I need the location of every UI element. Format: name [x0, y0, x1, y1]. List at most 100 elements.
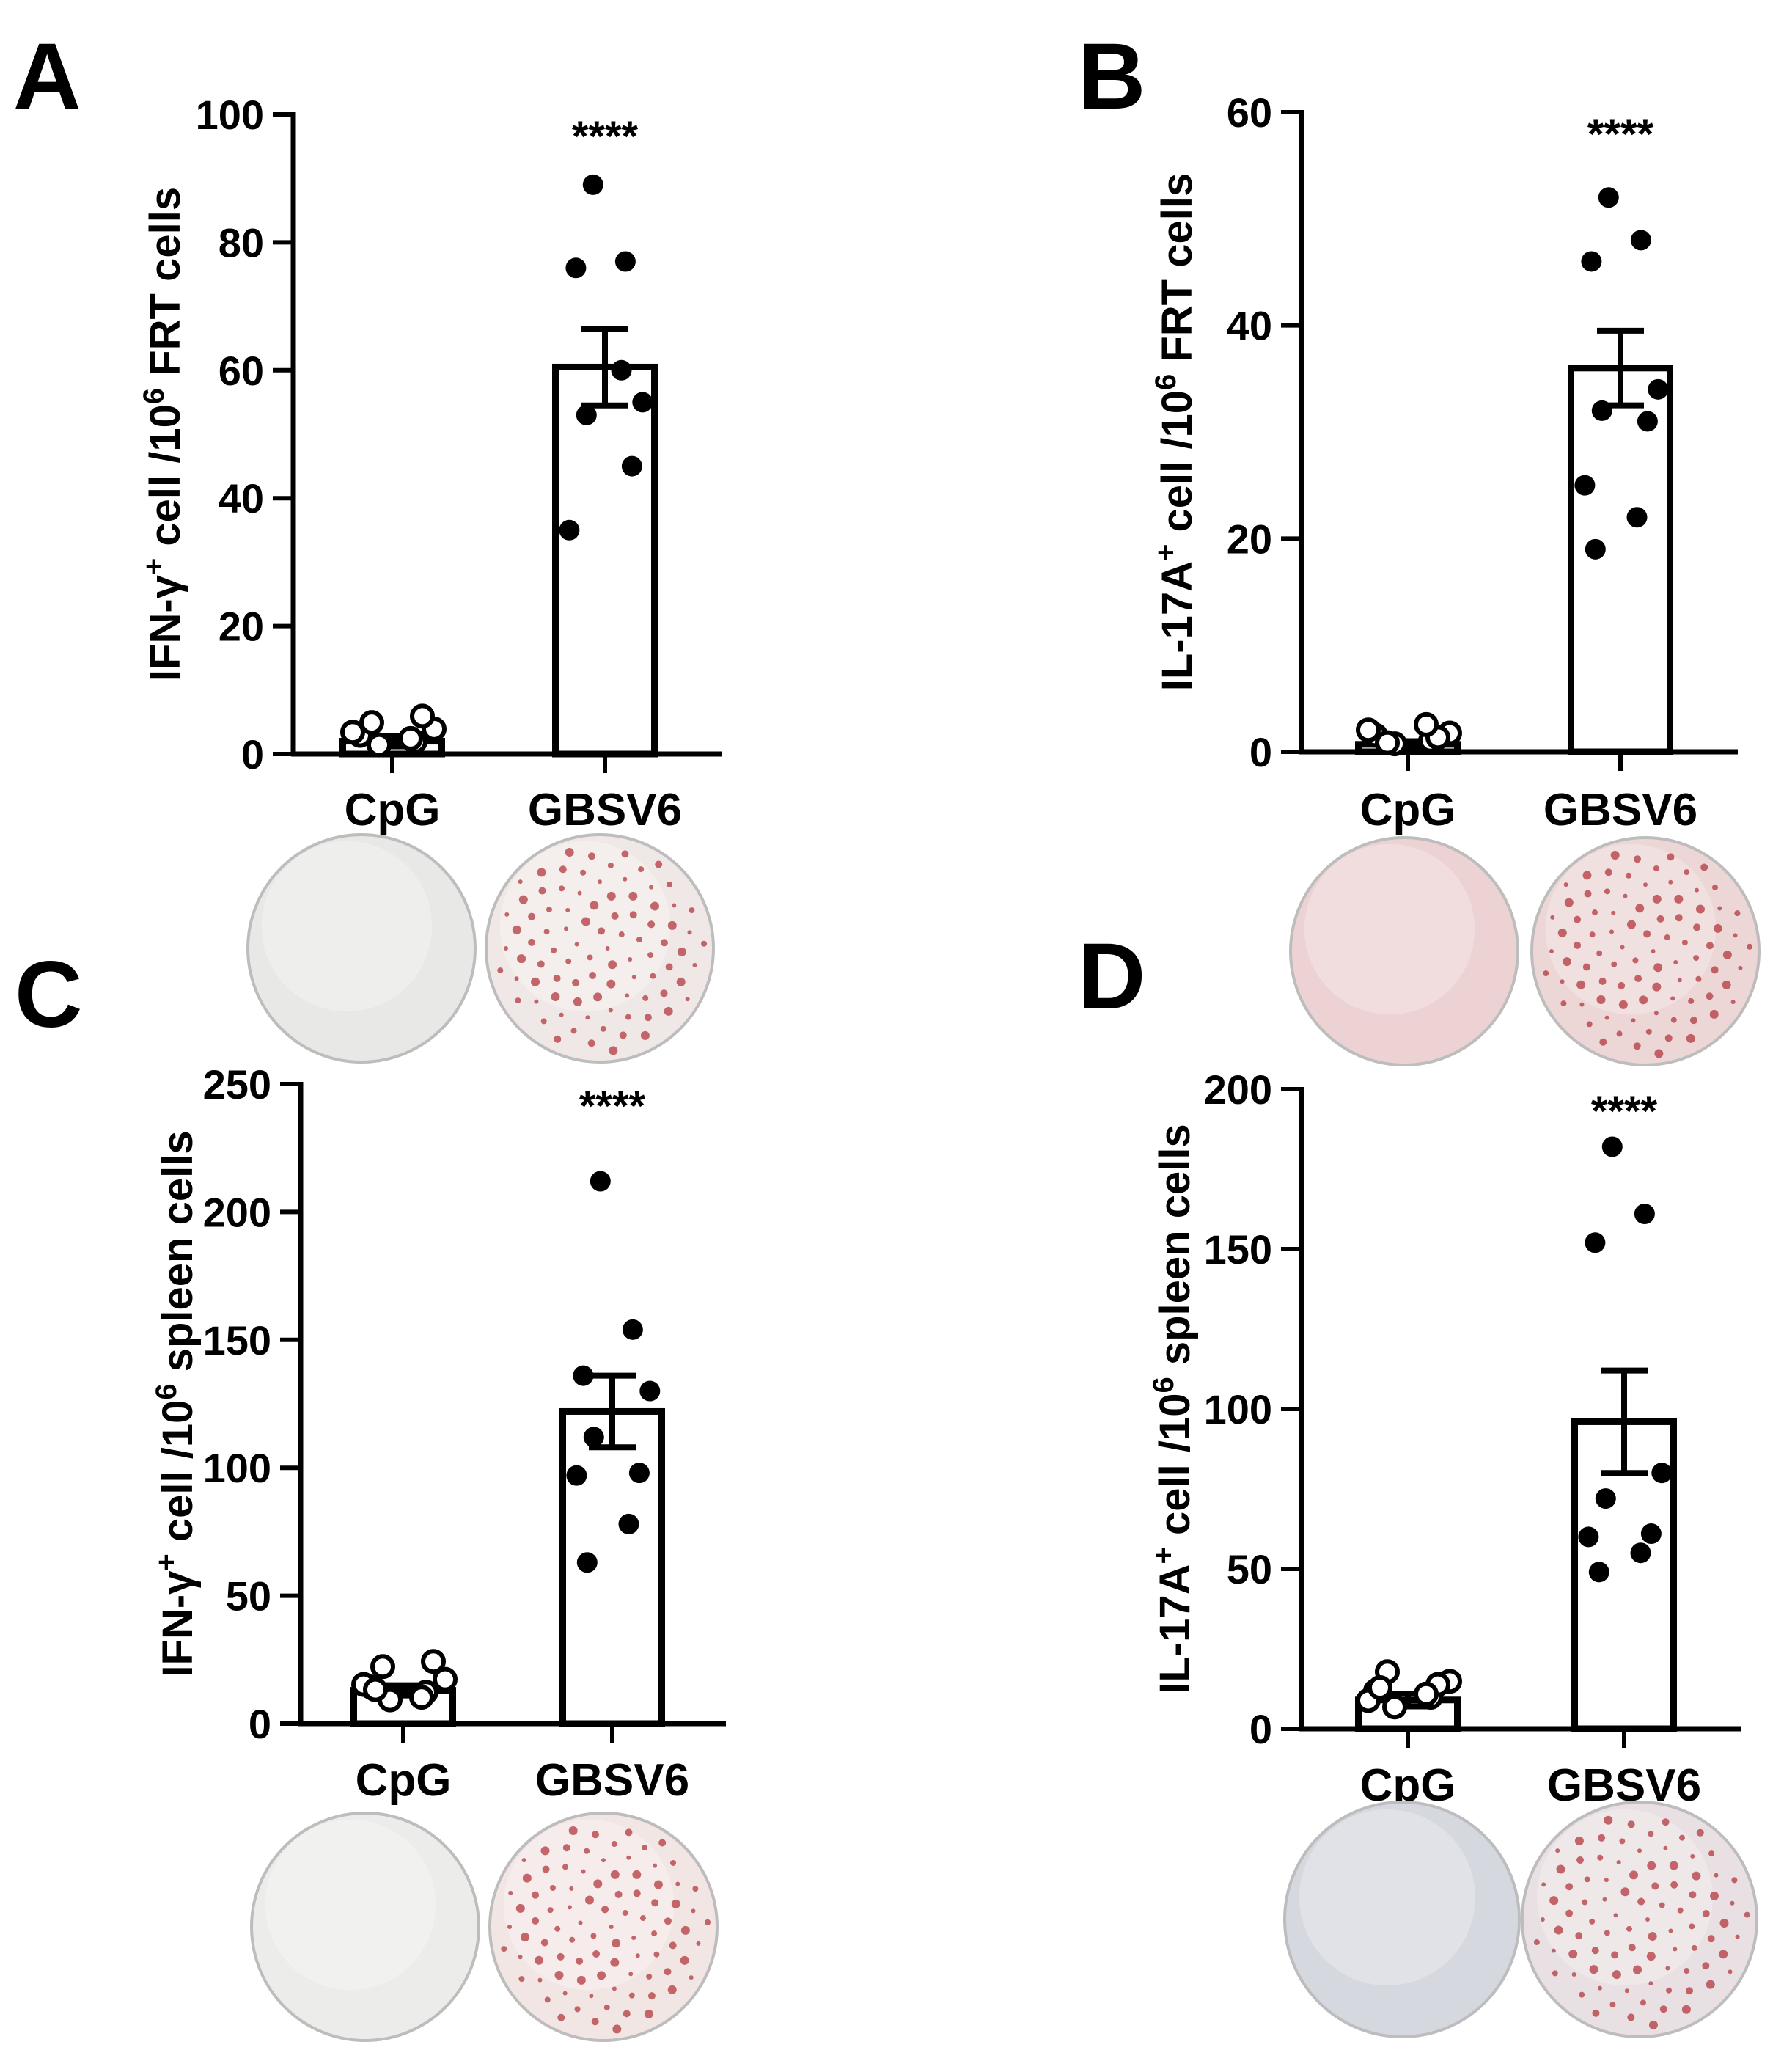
y-tick-label: 20 — [1227, 516, 1272, 562]
panel-letter: A — [13, 24, 81, 129]
spot — [557, 1952, 565, 1961]
data-point — [628, 1463, 650, 1484]
spot — [569, 1886, 574, 1891]
spot — [625, 1014, 631, 1020]
spot — [1620, 945, 1625, 950]
spot — [623, 2010, 631, 2018]
spot — [512, 925, 521, 934]
spot — [1592, 2009, 1600, 2017]
spot — [669, 1941, 677, 1950]
spot — [1666, 1987, 1673, 1994]
spot — [540, 1939, 548, 1947]
spot — [534, 999, 539, 1004]
spot — [1643, 882, 1648, 887]
data-point — [1585, 538, 1606, 560]
spot — [653, 1880, 663, 1889]
spot — [650, 901, 659, 911]
spot — [644, 1014, 652, 1022]
panel-a: A 0 20 40 60 80 100 IFN-γ+ cell /106 FRT cells C… — [13, 24, 722, 1064]
spot — [705, 1919, 711, 1925]
spot — [584, 1895, 594, 1905]
spot — [691, 1908, 696, 1914]
spot — [1589, 1965, 1598, 1974]
spot — [592, 1950, 601, 1958]
spot — [562, 1991, 568, 1996]
spot — [547, 1907, 554, 1914]
data-point — [1648, 378, 1669, 400]
spot — [544, 1996, 551, 2003]
spot — [514, 976, 519, 981]
spot — [1582, 1899, 1588, 1906]
spot — [1618, 981, 1626, 989]
spot — [612, 1986, 617, 1991]
spot — [1591, 909, 1598, 916]
spot — [689, 1975, 694, 1980]
spot — [1673, 959, 1678, 964]
spot — [1722, 950, 1732, 959]
spot — [601, 1906, 609, 1914]
spot — [1635, 904, 1645, 913]
spot — [660, 939, 668, 947]
spot — [647, 1992, 656, 2000]
y-tick-label: 100 — [196, 92, 264, 138]
spot — [1709, 1009, 1719, 1019]
spot — [680, 1955, 689, 1965]
data-point — [1640, 1523, 1662, 1545]
spot — [655, 860, 663, 868]
significance-marker: **** — [572, 113, 639, 161]
spot — [559, 1012, 564, 1017]
data-point — [363, 1677, 388, 1702]
spot — [1582, 871, 1592, 880]
spot — [1730, 1000, 1736, 1005]
spot — [1564, 898, 1574, 907]
data-point — [340, 720, 365, 745]
spot — [504, 912, 510, 917]
spot — [1591, 1947, 1599, 1955]
spot — [1684, 869, 1690, 876]
spot — [1675, 914, 1683, 922]
spot — [589, 972, 597, 980]
spot — [696, 1941, 701, 1946]
data-point — [639, 1380, 661, 1402]
spot — [565, 907, 570, 912]
data-point — [359, 710, 384, 736]
significance-marker: **** — [1591, 1088, 1658, 1135]
spot — [521, 1933, 530, 1942]
spot — [1645, 1028, 1652, 1035]
spot — [1584, 890, 1592, 898]
spot — [1626, 1925, 1632, 1932]
data-point — [1578, 1526, 1599, 1548]
spot — [658, 1839, 667, 1847]
spot — [1552, 1970, 1558, 1977]
spot — [581, 1869, 586, 1874]
y-tick-label: 200 — [1204, 1066, 1272, 1113]
spot — [1612, 1970, 1621, 1980]
spot — [1611, 910, 1616, 915]
spot — [1678, 1834, 1685, 1841]
spot — [1651, 1882, 1659, 1890]
spot — [631, 1935, 636, 1940]
y-tick-label: 0 — [241, 731, 264, 777]
y-tick-label: 0 — [1249, 729, 1272, 775]
spot — [1637, 1897, 1645, 1906]
spot — [1631, 1018, 1636, 1023]
spot — [1659, 2005, 1667, 2013]
data-point — [1591, 400, 1612, 421]
spot — [1597, 1854, 1604, 1861]
spot — [623, 876, 628, 882]
data-point — [618, 1513, 639, 1534]
spot — [1706, 992, 1714, 1000]
data-point — [410, 703, 435, 729]
spot — [664, 1006, 673, 1016]
spot — [568, 1826, 578, 1836]
y-tick-label: 50 — [226, 1573, 271, 1619]
spot — [612, 2024, 622, 2034]
spot — [576, 1975, 586, 1985]
y-axis-label: IFN-γ+ cell /106 spleen cells — [150, 1130, 202, 1677]
spot — [569, 1936, 576, 1943]
spot — [1604, 1930, 1610, 1936]
y-tick-label: 40 — [1227, 303, 1272, 349]
spot — [672, 903, 677, 908]
spot — [1579, 1002, 1585, 1007]
spot — [1560, 979, 1565, 984]
